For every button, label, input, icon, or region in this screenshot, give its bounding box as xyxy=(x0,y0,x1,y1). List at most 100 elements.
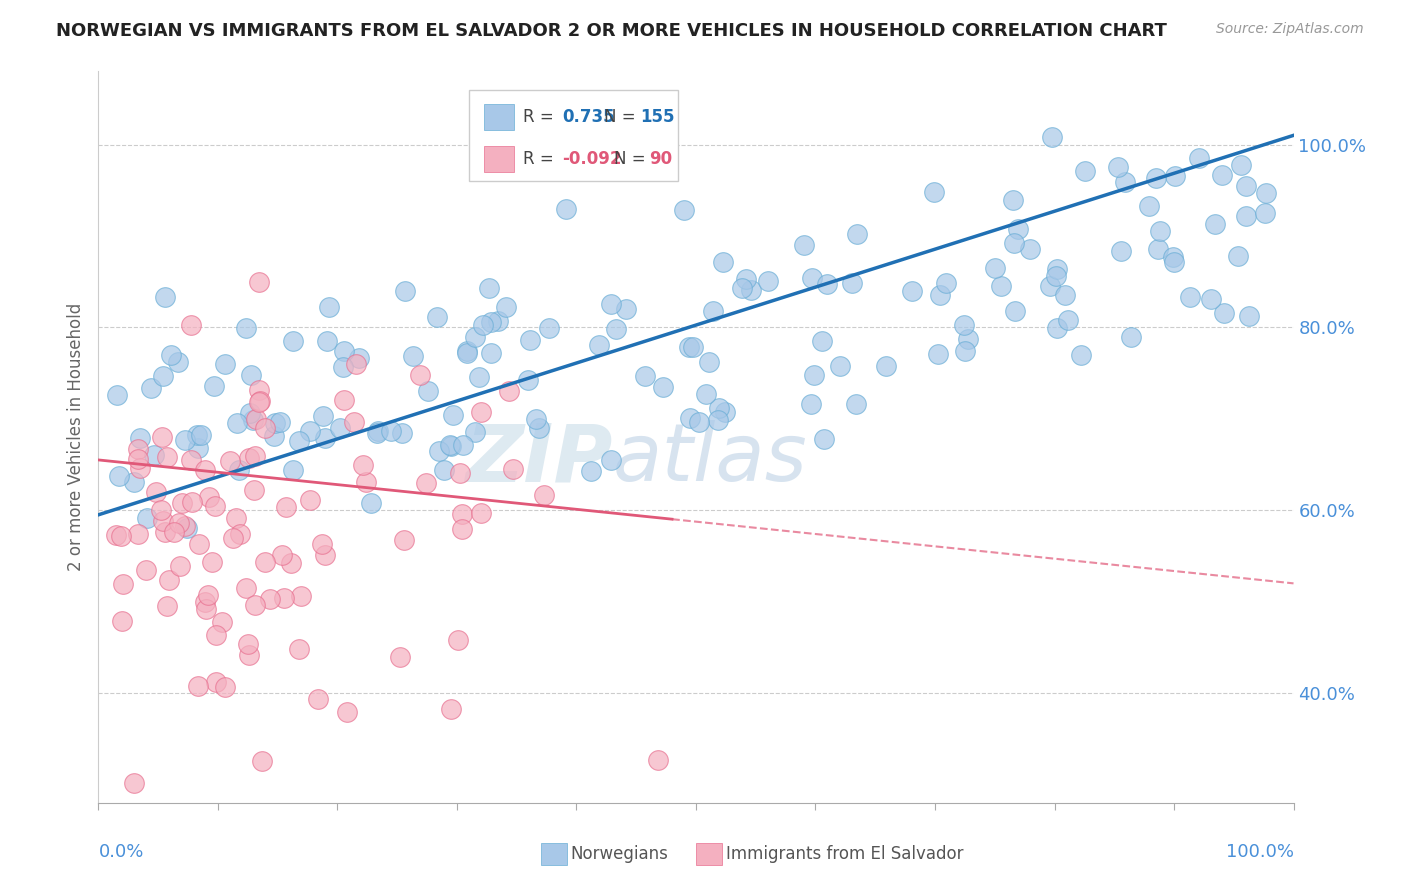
Text: NORWEGIAN VS IMMIGRANTS FROM EL SALVADOR 2 OR MORE VEHICLES IN HOUSEHOLD CORRELA: NORWEGIAN VS IMMIGRANTS FROM EL SALVADOR… xyxy=(56,22,1167,40)
Point xyxy=(1046,321,1069,335)
Point xyxy=(714,405,737,419)
Point xyxy=(145,484,167,499)
Point xyxy=(366,425,388,440)
Point xyxy=(225,511,247,525)
Point xyxy=(156,450,179,464)
Point xyxy=(679,411,702,425)
Point xyxy=(1054,288,1077,302)
Point xyxy=(633,369,655,384)
Point xyxy=(202,379,225,393)
Point xyxy=(811,334,834,348)
Point xyxy=(333,344,356,359)
Point xyxy=(195,602,218,616)
Point xyxy=(1046,262,1069,277)
Point xyxy=(731,281,754,295)
Point xyxy=(218,454,240,468)
FancyBboxPatch shape xyxy=(696,843,723,865)
Point xyxy=(695,387,717,401)
Point xyxy=(953,318,976,332)
Point xyxy=(1226,249,1249,263)
Point xyxy=(127,526,149,541)
Point xyxy=(169,559,191,574)
Point xyxy=(682,340,704,354)
Point xyxy=(194,463,217,477)
Point xyxy=(392,533,415,548)
Point xyxy=(1039,279,1062,293)
Point xyxy=(447,632,470,647)
Point xyxy=(800,397,823,411)
Point xyxy=(173,433,195,447)
Point xyxy=(152,514,174,528)
Point xyxy=(756,274,779,288)
Point xyxy=(409,368,432,382)
Point xyxy=(124,775,146,789)
Point xyxy=(312,409,335,424)
Point xyxy=(517,373,540,387)
Point xyxy=(176,521,198,535)
Point xyxy=(136,511,159,525)
Text: N =: N = xyxy=(605,108,636,126)
Point xyxy=(263,428,285,442)
Point xyxy=(451,523,474,537)
Point xyxy=(269,415,291,429)
Point xyxy=(194,595,217,609)
Point xyxy=(186,428,208,442)
Point xyxy=(243,449,266,463)
Point xyxy=(495,301,517,315)
Point xyxy=(1212,306,1234,320)
Point xyxy=(311,537,333,551)
Point xyxy=(1234,209,1257,223)
Point xyxy=(167,516,190,531)
Text: 155: 155 xyxy=(640,108,675,126)
Point xyxy=(709,401,731,415)
Point xyxy=(702,304,724,318)
Point xyxy=(346,357,368,371)
Point xyxy=(1057,313,1080,327)
Point xyxy=(415,476,437,491)
Point xyxy=(332,360,354,375)
Point xyxy=(672,202,695,217)
Point xyxy=(273,591,295,605)
Point xyxy=(205,628,228,642)
Point xyxy=(440,702,463,716)
Point xyxy=(236,637,259,651)
Point xyxy=(149,503,172,517)
Point xyxy=(1163,250,1185,264)
Point xyxy=(900,284,922,298)
Point xyxy=(1114,175,1136,189)
Point xyxy=(456,344,478,359)
Point xyxy=(813,432,835,446)
Point xyxy=(238,451,260,466)
Point xyxy=(187,441,209,455)
Text: R =: R = xyxy=(523,150,554,168)
Text: 90: 90 xyxy=(650,150,672,168)
FancyBboxPatch shape xyxy=(541,843,567,865)
Point xyxy=(1164,169,1187,183)
Point xyxy=(333,393,356,408)
Point xyxy=(418,384,440,399)
Point xyxy=(229,526,252,541)
Point xyxy=(588,338,610,352)
Point xyxy=(554,202,576,217)
Point xyxy=(318,300,340,314)
Point xyxy=(214,680,236,694)
Point xyxy=(155,599,177,614)
Point xyxy=(1119,330,1142,344)
Text: 100.0%: 100.0% xyxy=(1226,843,1294,861)
Point xyxy=(478,281,501,295)
Point xyxy=(1002,236,1025,251)
Point xyxy=(841,277,863,291)
Text: Source: ZipAtlas.com: Source: ZipAtlas.com xyxy=(1216,22,1364,37)
Point xyxy=(259,592,281,607)
Point xyxy=(247,394,270,409)
Point xyxy=(264,417,287,431)
Point xyxy=(104,528,127,542)
Point xyxy=(124,475,146,489)
Point xyxy=(235,582,257,596)
Point xyxy=(239,368,262,382)
Point xyxy=(1188,151,1211,165)
Point xyxy=(222,532,245,546)
Point xyxy=(652,380,675,394)
Point xyxy=(1204,218,1226,232)
Point xyxy=(187,680,209,694)
